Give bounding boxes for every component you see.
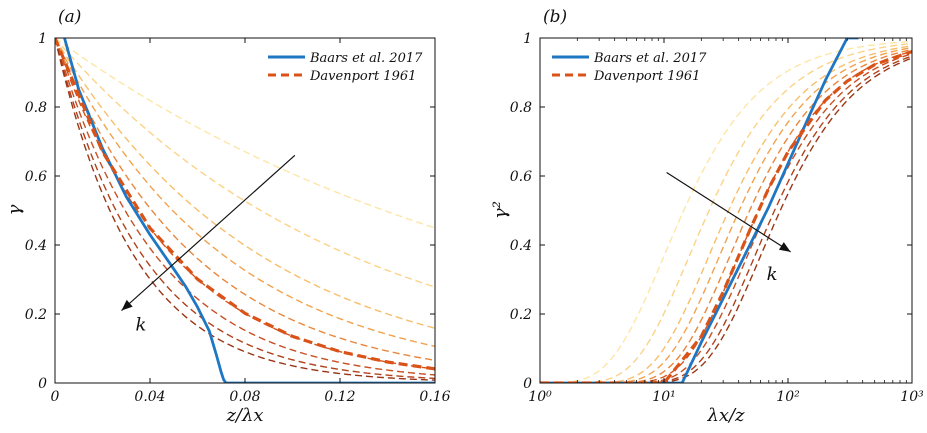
panel-a-curve-k6 (55, 38, 435, 370)
panel-b-ytick-label: 0.4 (510, 238, 532, 254)
panel-a-curve-k2 (55, 38, 435, 288)
panel-a: 0 0.04 0.08 0.12 0.16 0 0.2 0.4 0.6 0.8 1 (a) z/λx… (4, 7, 451, 426)
panel-a-xtick-label: 0 (51, 389, 60, 405)
panel-b-ylabel: γ² (490, 201, 511, 219)
panel-a-axes-box (54, 37, 436, 384)
panel-a-xtick-label: 0.16 (419, 389, 450, 405)
panel-b-curve-k2 (540, 42, 912, 383)
panel-a-curve-k5 (55, 38, 435, 361)
panel-a-k-label: k (136, 315, 147, 336)
panel-b-curve-k9 (540, 57, 912, 383)
panel-a-curve-k7 (55, 38, 435, 376)
panel-a-xtick-label: 0.04 (134, 389, 165, 405)
panel-b-k-label: k (767, 264, 778, 285)
panel-b: 10⁰ 10¹ 10² 10³ 0 0.2 0.4 0.6 0.8 1 (b) λx/z γ² k… (490, 7, 924, 426)
panel-a-davenport-line (55, 38, 435, 371)
panel-b-ytick-label: 1 (523, 31, 532, 47)
legend-b-baars-label: Baars et al. 2017 (593, 51, 707, 66)
panel-b-ytick-label: 0.8 (510, 100, 532, 116)
panel-b-xtick-label: 10¹ (652, 389, 675, 405)
panel-a-ytick-label: 0.8 (25, 100, 47, 116)
panel-b-baars-line (540, 38, 859, 383)
panel-a-ytick-label: 0.4 (25, 238, 47, 254)
panel-a-k-arrow (121, 154, 296, 311)
legend-a-baars-label: Baars et al. 2017 (309, 51, 423, 66)
panel-a-ytick-label: 1 (38, 31, 47, 47)
panel-a-ytick-label: 0 (38, 376, 47, 392)
panel-b-curve-k1 (540, 40, 912, 383)
panel-a-label: (a) (58, 7, 81, 27)
panel-a-xtick-label: 0.08 (229, 389, 260, 405)
legend-a-davenport-label: Davenport 1961 (309, 69, 416, 84)
panel-a-ytick-label: 0.6 (25, 169, 47, 185)
panel-a-ytick-label: 0.2 (25, 307, 47, 323)
panel-b-k-arrow (666, 172, 791, 253)
panel-a-curve-k8 (55, 38, 435, 380)
panel-a-xtick-label: 0.12 (324, 389, 355, 405)
panel-b-k-arrowhead (778, 242, 791, 252)
panel-b-ytick-label: 0 (523, 376, 532, 392)
panel-a-baars-line (63, 38, 435, 383)
panel-a-k-arrowhead (121, 299, 133, 311)
panel-a-ylabel: γ (4, 204, 25, 215)
panel-b-curve-k4 (540, 46, 912, 383)
panel-a-curve-k9 (55, 38, 435, 381)
panel-b-label: (b) (543, 7, 567, 27)
panel-a-legend: Baars et al. 2017 Davenport 1961 (268, 51, 423, 84)
panel-b-legend: Baars et al. 2017 Davenport 1961 (552, 51, 707, 84)
legend-b-davenport-label: Davenport 1961 (593, 69, 700, 84)
panel-b-curve-k3 (540, 45, 912, 383)
panel-a-curve-k1 (55, 38, 435, 229)
panel-b-xtick-label: 10² (776, 389, 800, 405)
panel-b-ytick-label: 0.2 (510, 307, 532, 323)
panel-b-curve-k8 (540, 55, 912, 383)
panel-b-xtick-label: 10³ (900, 389, 924, 405)
panel-a-xlabel: z/λx (225, 405, 263, 426)
panel-b-ytick-label: 0.6 (510, 169, 532, 185)
panel-b-davenport-line (540, 49, 912, 383)
panel-b-xtick-label: 10⁰ (528, 389, 552, 405)
panel-b-xlabel: λx/z (706, 405, 745, 426)
panel-a-curve-k3 (55, 38, 435, 329)
panel-a-curve-k4 (55, 38, 435, 347)
panel-b-axes-box (539, 37, 913, 384)
panel-b-curve-k5 (540, 48, 912, 383)
panel-b-curve-k7 (540, 53, 912, 383)
